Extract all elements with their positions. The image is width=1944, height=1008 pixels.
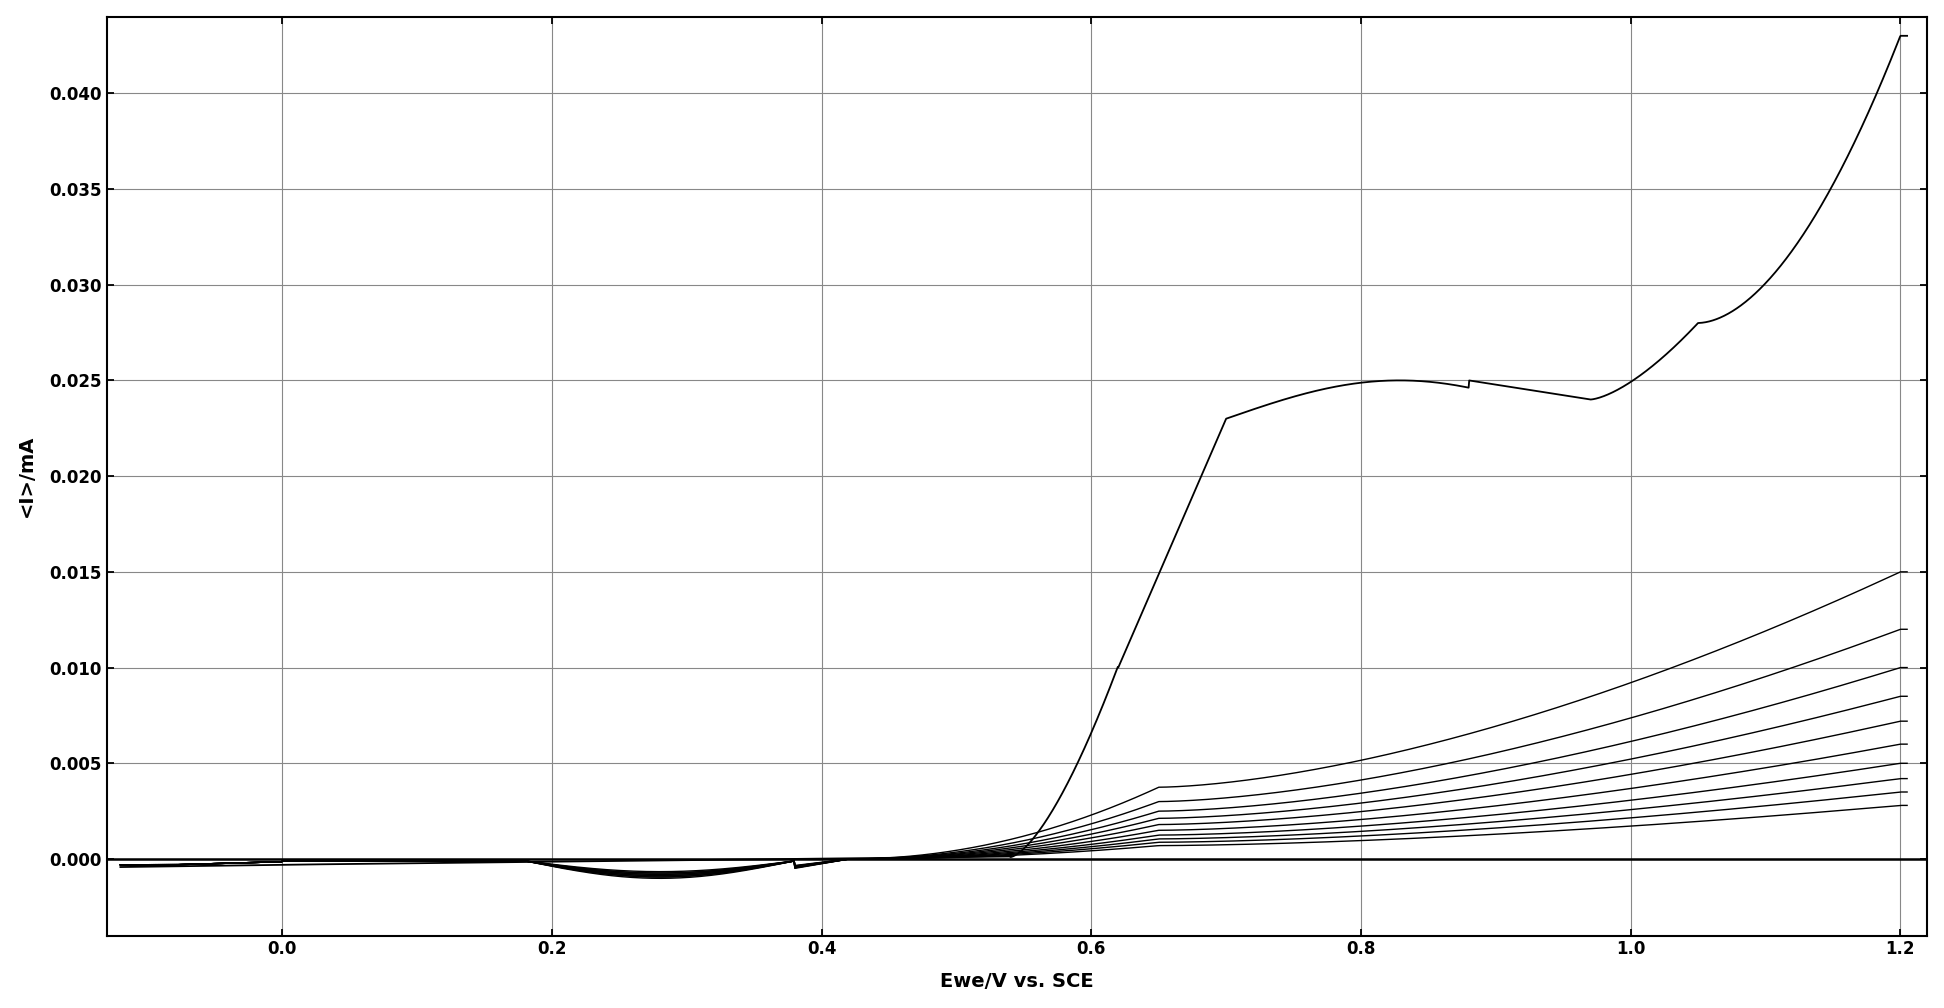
Y-axis label: <I>/mA: <I>/mA xyxy=(17,434,35,517)
X-axis label: Ewe/V vs. SCE: Ewe/V vs. SCE xyxy=(941,973,1094,991)
